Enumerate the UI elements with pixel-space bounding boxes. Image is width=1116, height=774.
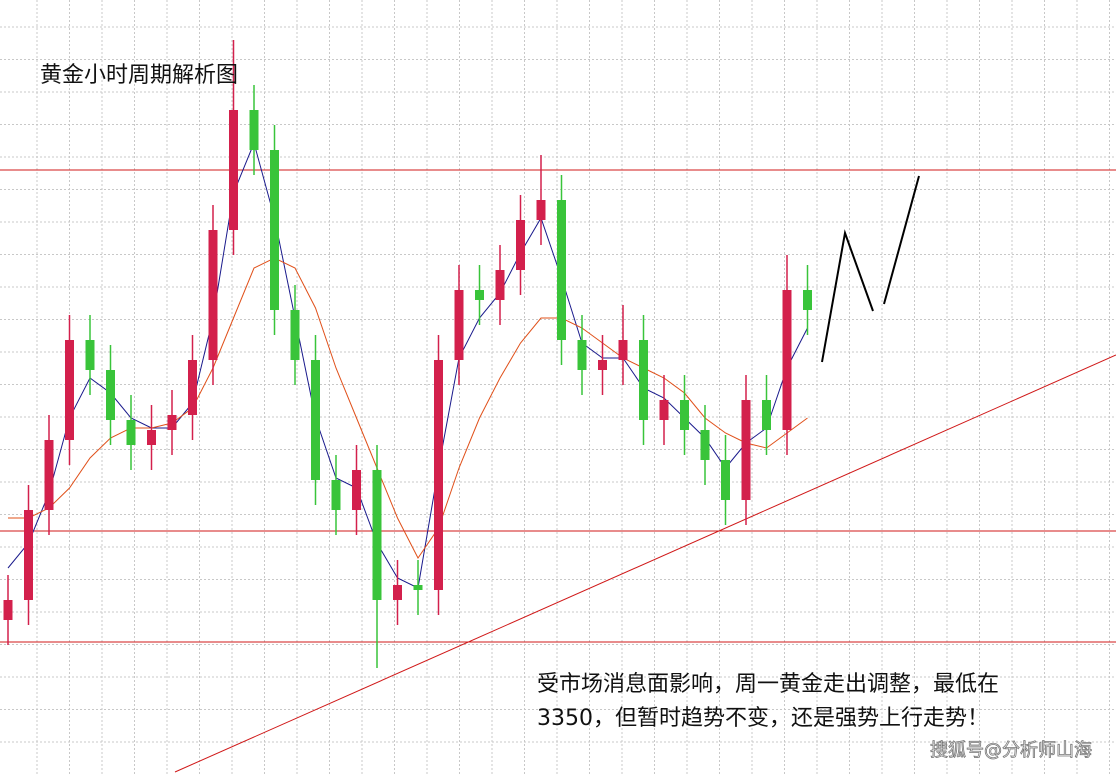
candle-body (782, 290, 792, 430)
candle-body (618, 340, 628, 360)
candle-body (721, 460, 730, 500)
candle-body (680, 400, 689, 430)
candle-body (659, 400, 669, 420)
candle-body (536, 200, 546, 220)
candle-body (44, 440, 54, 510)
candle-body (147, 430, 156, 445)
candle-body (270, 150, 279, 310)
candle-body (126, 420, 136, 445)
candle-body (413, 585, 423, 590)
chart-title: 黄金小时周期解析图 (40, 63, 238, 88)
candle-body (208, 230, 218, 360)
annotation: 3350，但暂时趋势不变，还是强势上行走势！ (537, 706, 989, 731)
candle-body (331, 480, 341, 510)
candle-body (352, 470, 361, 510)
candle-body (372, 470, 382, 600)
candle-body (290, 310, 300, 360)
candle-body (106, 370, 115, 420)
candle-body (24, 510, 33, 600)
candle-body (516, 220, 525, 270)
candle-body (167, 415, 177, 430)
candle-body (434, 360, 443, 590)
candle-body (311, 360, 320, 480)
candle-body (249, 110, 259, 150)
candle-body (454, 290, 464, 360)
candle-body (741, 400, 751, 500)
levels (0, 169, 1116, 773)
candle-body (65, 340, 74, 440)
candle-body (598, 360, 607, 370)
candle-body (85, 340, 95, 370)
candle-body (639, 340, 648, 420)
candle-body (700, 430, 710, 460)
candle-body (577, 340, 587, 370)
forecast-path (821, 229, 874, 363)
candle-body (3, 600, 13, 620)
watermark: 搜狐号@分析师山海 (930, 740, 1092, 761)
moving-average (8, 257, 808, 559)
candle-body (188, 360, 197, 415)
annotation: 受市场消息面影响，周一黄金走出调整，最低在 (537, 672, 999, 697)
trend-line (174, 354, 1116, 773)
candle-body (475, 290, 484, 300)
candle-body (803, 290, 812, 310)
candle-body (229, 110, 238, 230)
candle-body (393, 585, 402, 600)
forecast-path (883, 175, 920, 305)
moving-average (7, 141, 808, 589)
candle-body (495, 270, 505, 300)
candle-body (762, 400, 771, 430)
candle-body (557, 200, 566, 340)
